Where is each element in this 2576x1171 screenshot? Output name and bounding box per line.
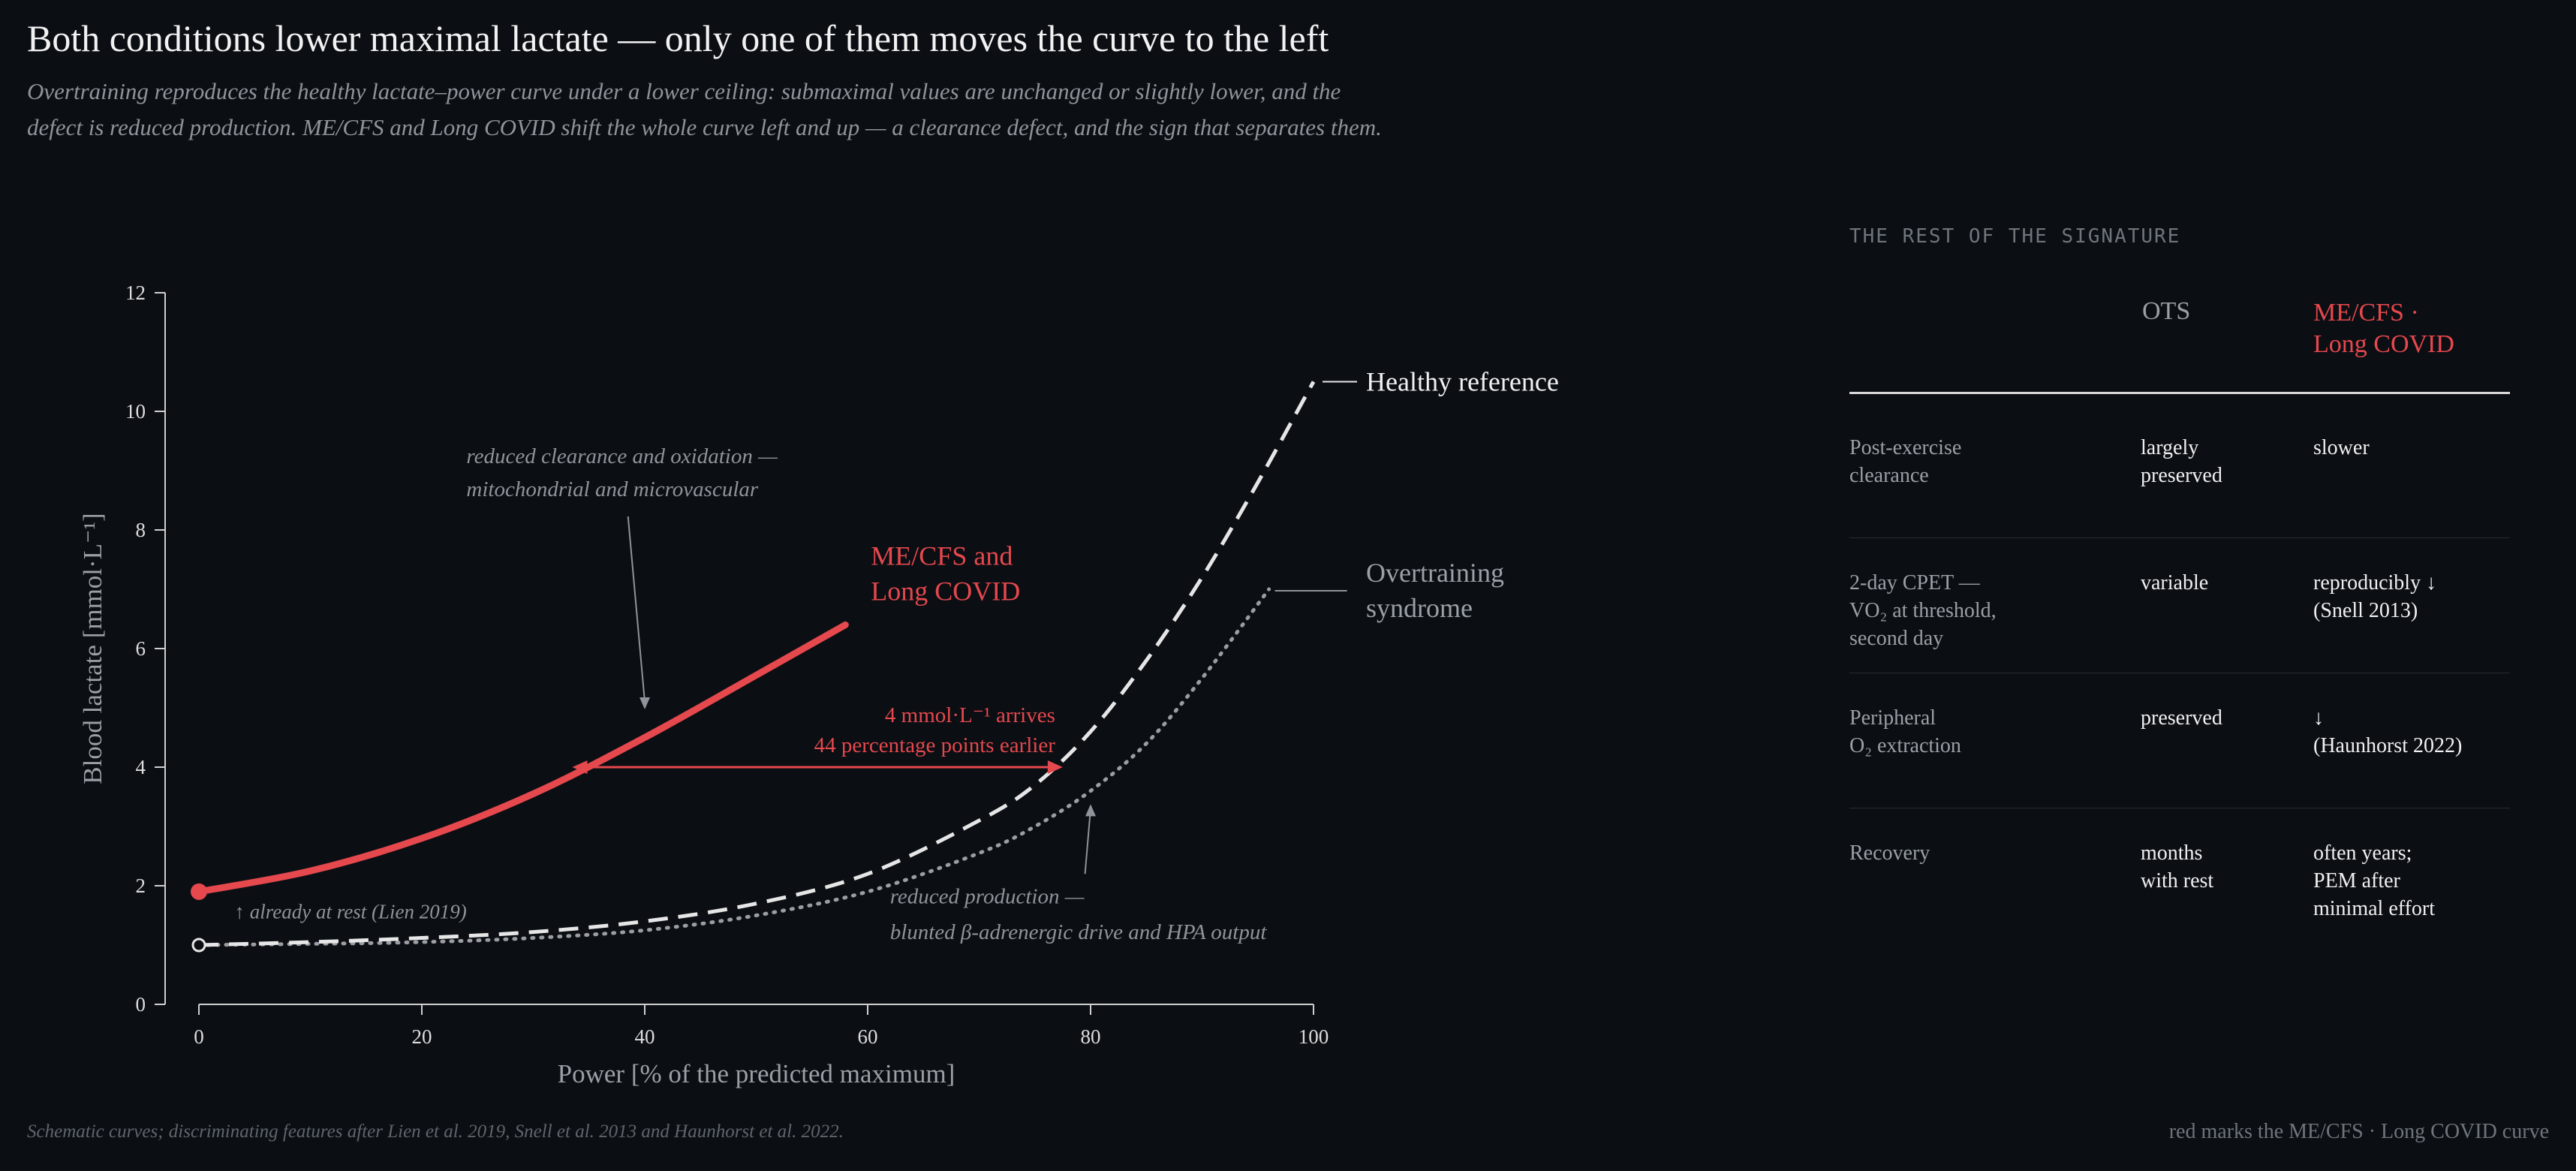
clearance-annotation: reduced clearance and oxidation — (466, 444, 778, 468)
row-value-line: largely (2141, 436, 2199, 459)
row-value-line: preserved (2141, 706, 2222, 730)
x-tick-label: 20 (412, 1025, 432, 1048)
header-rule (1849, 392, 2510, 394)
row-ots-value: months with rest (2141, 839, 2306, 895)
row-label-line: 2-day CPET — (1849, 571, 1980, 595)
x-tick-label: 60 (858, 1025, 878, 1048)
mecfs-rest-marker (191, 883, 207, 900)
row-value-line: preserved (2141, 464, 2222, 487)
row-ots-value: largely preserved (2141, 434, 2306, 489)
production-annotation: reduced production — (890, 885, 1085, 909)
x-tick-label: 100 (1299, 1025, 1329, 1048)
shift-arrow-head-right (1047, 760, 1063, 774)
clearance-leader-head (639, 697, 650, 709)
color-key-note: red marks the ME/CFS · Long COVID curve (2168, 1120, 2549, 1143)
mecfs-series-label: ME/CFS and (871, 540, 1013, 570)
row-label-line: second day (1849, 627, 1944, 650)
source-footnote: Schematic curves; discriminating feature… (27, 1121, 844, 1142)
shift-arrow-head-left (572, 760, 588, 774)
row-mecfs-value: ↓ (Haunhorst 2022) (2313, 704, 2510, 760)
y-tick-label: 2 (136, 874, 146, 897)
x-axis-label: Power [% of the predicted maximum] (558, 1059, 955, 1088)
clearance-leader (627, 516, 646, 703)
row-value-line: months (2141, 841, 2203, 865)
row-value-line: reproducibly ↓ (2313, 571, 2437, 595)
subtitle-line: Overtraining reproduces the healthy lact… (27, 78, 1341, 104)
lactate-power-chart: 0 2 4 6 8 10 12 0 20 40 60 80 100 Power [% of the pre… (78, 281, 1559, 1088)
x-tick-label: 0 (194, 1025, 204, 1048)
row-value-line: with rest (2141, 869, 2214, 893)
healthy-series-label: Healthy reference (1366, 367, 1559, 397)
y-tick-label: 8 (136, 519, 146, 541)
row-label-line: Recovery (1849, 841, 1930, 865)
axes: 0 2 4 6 8 10 12 0 20 40 60 80 100 Power [% of the pre… (78, 281, 1329, 1088)
rest-annotation: ↑ already at rest (Lien 2019) (235, 900, 467, 923)
row-value-line: PEM after (2313, 869, 2400, 893)
row-value-line: variable (2141, 571, 2209, 595)
row-value-line: often years; (2313, 841, 2412, 865)
row-ots-value: variable (2141, 569, 2306, 597)
signature-panel: THE REST OF THE SIGNATURE OTS ME/CFS · L… (1849, 225, 2510, 920)
shift-annotation: 44 percentage points earlier (814, 733, 1056, 757)
page-title: Both conditions lower maximal lactate — … (27, 17, 1329, 59)
row-label-line: clearance (1849, 464, 1929, 487)
subtitle-line: defect is reduced production. ME/CFS and… (27, 114, 1382, 140)
row-value-line: (Haunhorst 2022) (2313, 734, 2463, 757)
column-header-ots: OTS (2142, 297, 2191, 325)
row-label-line: Peripheral (1849, 706, 1937, 730)
healthy-curve (198, 381, 1316, 947)
ots-series-label: Overtraining (1366, 558, 1504, 588)
production-leader (1084, 808, 1091, 874)
x-tick-label: 80 (1081, 1025, 1101, 1048)
ots-curve (197, 587, 1271, 947)
row-value-line: ↓ (2313, 706, 2324, 730)
y-tick-label: 10 (125, 400, 146, 423)
y-tick-label: 12 (125, 281, 146, 304)
shift-annotation: 4 mmol·L⁻¹ arrives (885, 703, 1055, 727)
row-label: Post-exercise clearance (1849, 434, 2075, 489)
row-label: 2-day CPET — VO₂ at threshold, second day (1849, 569, 2075, 652)
y-tick-label: 6 (136, 637, 146, 660)
row-value-line: (Snell 2013) (2313, 599, 2418, 622)
row-mecfs-value: reproducibly ↓ (Snell 2013) (2313, 569, 2510, 625)
healthy-rest-marker (191, 938, 206, 953)
column-header-line: ME/CFS · (2313, 299, 2419, 327)
row-label-line: VO₂ at threshold, (1849, 599, 1997, 622)
column-header-line: Long COVID (2313, 330, 2454, 358)
row-label-line: O₂ extraction (1849, 734, 1961, 757)
row-label: Recovery (1849, 839, 2075, 867)
column-header-mecfs: ME/CFS · Long COVID (2313, 297, 2501, 360)
x-tick-label: 40 (635, 1025, 655, 1048)
production-leader-head (1085, 804, 1096, 817)
mecfs-curve (195, 621, 849, 896)
mecfs-series-label: Long COVID (871, 576, 1020, 606)
row-value-line: slower (2313, 436, 2370, 459)
row-value-line: minimal effort (2313, 897, 2435, 920)
annotations: Healthy reference Overtraining syndrome ME/… (235, 367, 1559, 945)
production-annotation: blunted β-adrenergic drive and HPA outpu… (890, 920, 1268, 944)
clearance-annotation: mitochondrial and microvascular (466, 477, 758, 501)
page-subtitle: Overtraining reproduces the healthy lact… (27, 74, 1468, 146)
row-divider (1849, 537, 2510, 538)
row-label: Peripheral O₂ extraction (1849, 704, 2075, 760)
row-label-line: Post-exercise (1849, 436, 1962, 459)
row-mecfs-value: often years; PEM after minimal effort (2313, 839, 2510, 923)
row-mecfs-value: slower (2313, 434, 2510, 462)
y-tick-label: 4 (136, 756, 146, 778)
y-axis-label: Blood lactate [mmol·L⁻¹] (78, 513, 107, 784)
series-lines (191, 381, 1316, 953)
ots-series-label: syndrome (1366, 593, 1473, 623)
y-tick-label: 0 (136, 993, 146, 1016)
row-ots-value: preserved (2141, 704, 2306, 732)
signature-heading: THE REST OF THE SIGNATURE (1849, 225, 2181, 248)
